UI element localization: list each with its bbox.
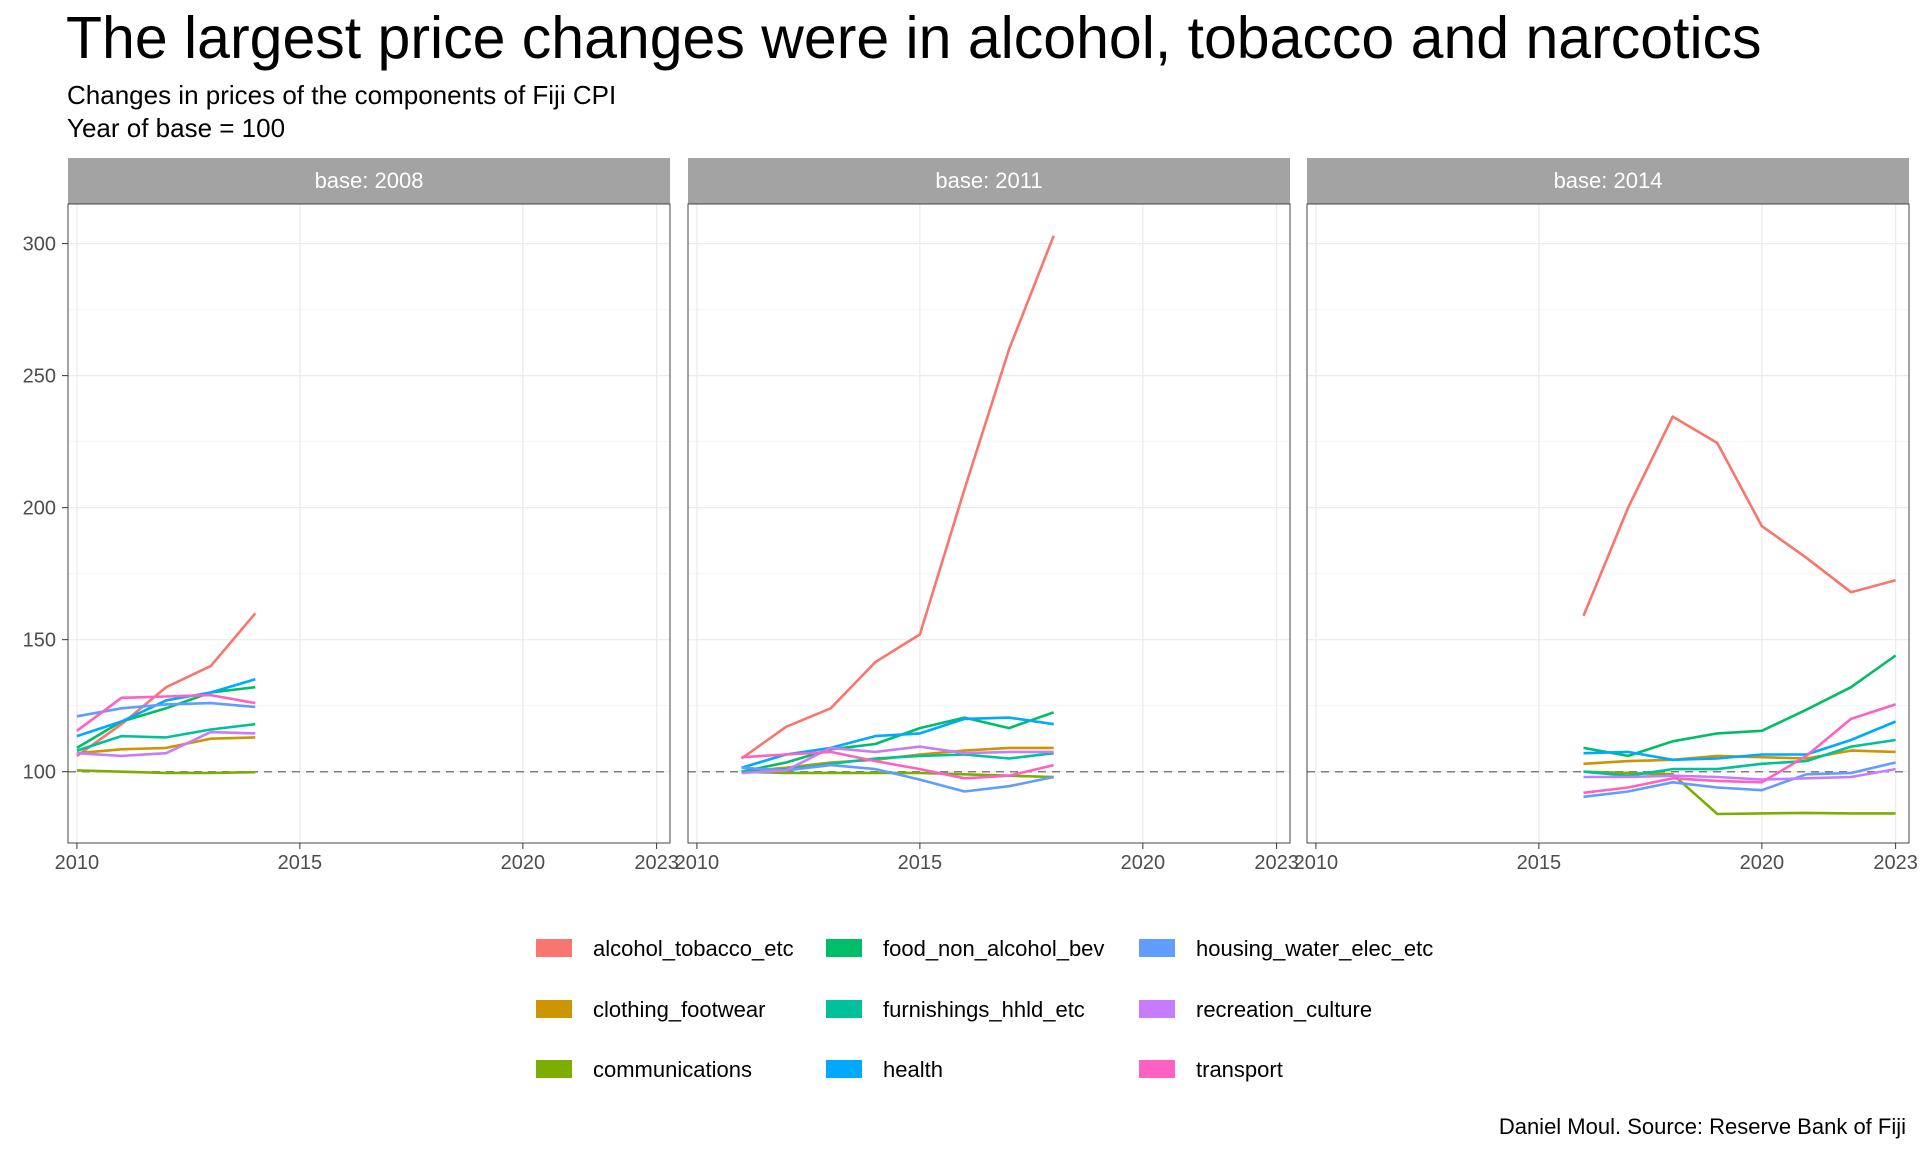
x-axis: 2010 2015 2020 2023: [1294, 843, 1918, 874]
legend: alcohol_tobacco_etc clothing_footwearcomm…: [536, 936, 1433, 1082]
legend-label: furnishings_hhld_etc: [883, 997, 1085, 1022]
series-lines: [76, 612, 257, 775]
series-line-housing_water_elec_etc: [76, 701, 256, 718]
series-line-communications: [1583, 770, 1896, 816]
y-tick-label: 100: [23, 762, 56, 784]
y-tick-label: 200: [23, 498, 56, 520]
series-lines: [740, 235, 1055, 793]
x-tick-label: 2010: [675, 852, 720, 874]
x-axis: 2010 2015 2020 2023: [675, 843, 1299, 874]
series-line-transport: [741, 750, 1055, 780]
legend-item-transport: transport: [1139, 1057, 1283, 1082]
series-line-alcohol_tobacco_etc: [740, 235, 1055, 760]
facet-panel-1: base: 2008 2010 2015 2020 2023: [55, 158, 679, 874]
legend-label: recreation_culture: [1196, 997, 1372, 1022]
series-lines: [1582, 415, 1897, 816]
plot-area: [688, 204, 1290, 843]
facet-strip: [1307, 158, 1909, 204]
plot-area: [1307, 204, 1909, 843]
chart-subtitle-line-1: Changes in prices of the components of F…: [67, 80, 616, 110]
x-tick-label: 2015: [1517, 852, 1562, 874]
facet-strip-label: base: 2008: [315, 168, 424, 193]
legend-item-communications: communications: [536, 1057, 752, 1082]
series-line-health: [1583, 720, 1897, 762]
x-axis: 2010 2015 2020 2023: [55, 843, 679, 874]
legend-label: communications: [593, 1057, 752, 1082]
facet-panel-2: base: 2011 2010 2015 2020 2023: [675, 158, 1299, 874]
legend-key-health: [826, 1060, 862, 1078]
x-tick-label: 2023: [1254, 852, 1299, 874]
x-tick-label: 2023: [634, 852, 679, 874]
panel-border: [687, 203, 1291, 844]
y-axis: 100 150 200 250 300: [23, 234, 68, 784]
series-line-alcohol_tobacco_etc: [1582, 415, 1896, 617]
legend-key-transport: [1139, 1060, 1175, 1078]
x-tick-label: 2015: [898, 852, 943, 874]
series-line-housing_water_elec_etc: [1583, 761, 1896, 799]
x-tick-label: 2010: [55, 852, 100, 874]
series-line-transport: [1583, 703, 1897, 795]
legend-key-furnishings_hhld_etc: [826, 1000, 862, 1018]
legend-item-alcohol_tobacco_etc: alcohol_tobacco_etc: [536, 936, 794, 961]
x-tick-label: 2015: [278, 852, 323, 874]
series-line-alcohol_tobacco_etc: [76, 612, 257, 757]
legend-item-health: health: [826, 1057, 943, 1082]
legend-item-recreation_culture: recreation_culture: [1139, 997, 1372, 1022]
series-line-recreation_culture: [1583, 767, 1896, 781]
facet-strip-label: base: 2011: [935, 168, 1042, 193]
series-line-housing_water_elec_etc: [741, 763, 1054, 793]
series-line-recreation_culture: [741, 745, 1054, 775]
legend-item-food_non_alcohol_bev: food_non_alcohol_bev: [826, 936, 1104, 961]
x-tick-label: 2023: [1873, 852, 1918, 874]
series-line-health: [76, 678, 256, 738]
panel-border: [67, 203, 671, 844]
legend-item-clothing_footwear: clothing_footwear: [536, 997, 765, 1022]
legend-label: clothing_footwear: [593, 997, 765, 1022]
chart-subtitle-line-2: Year of base = 100: [67, 113, 285, 143]
legend-item-housing_water_elec_etc: housing_water_elec_etc: [1139, 936, 1433, 961]
x-tick-label: 2010: [1294, 852, 1339, 874]
series-line-transport: [76, 693, 256, 732]
facet-strip-label: base: 2014: [1554, 168, 1663, 193]
legend-item-furnishings_hhld_etc: furnishings_hhld_etc: [826, 997, 1085, 1022]
x-tick-label: 2020: [1121, 852, 1166, 874]
facet-strip: [68, 158, 670, 204]
legend-key-alcohol_tobacco_etc: [536, 939, 572, 957]
legend-key-clothing_footwear: [536, 1000, 572, 1018]
gridlines: [68, 204, 670, 843]
facet-panel-3: base: 2014 2010 2015 2020 2023: [1294, 158, 1918, 874]
legend-key-food_non_alcohol_bev: [826, 939, 862, 957]
legend-label: health: [883, 1057, 943, 1082]
y-tick-label: 300: [23, 234, 56, 256]
series-line-recreation_culture: [76, 730, 256, 758]
chart-title: The largest price changes were in alcoho…: [66, 5, 1762, 71]
series-line-clothing_footwear: [76, 736, 256, 755]
x-tick-label: 2020: [1740, 852, 1785, 874]
chart-caption: Daniel Moul. Source: Reserve Bank of Fij…: [1499, 1114, 1906, 1139]
legend-key-communications: [536, 1060, 572, 1078]
legend-key-housing_water_elec_etc: [1139, 939, 1175, 957]
facet-strip: [688, 158, 1290, 204]
x-tick-label: 2020: [501, 852, 546, 874]
legend-label: food_non_alcohol_bev: [883, 936, 1104, 961]
series-line-furnishings_hhld_etc: [76, 722, 256, 752]
series-line-communications: [76, 769, 256, 775]
panel-border: [1306, 203, 1910, 844]
y-tick-label: 150: [23, 630, 56, 652]
legend-label: housing_water_elec_etc: [1196, 936, 1433, 961]
panels-layer: base: 2008 2010 2015 2020 2023 base: 2011 2010…: [55, 158, 1918, 874]
legend-label: transport: [1196, 1057, 1283, 1082]
y-tick-label: 250: [23, 366, 56, 388]
series-line-furnishings_hhld_etc: [1583, 738, 1896, 778]
legend-key-recreation_culture: [1139, 1000, 1175, 1018]
legend-label: alcohol_tobacco_etc: [593, 936, 794, 961]
series-line-food_non_alcohol_bev: [76, 685, 256, 750]
